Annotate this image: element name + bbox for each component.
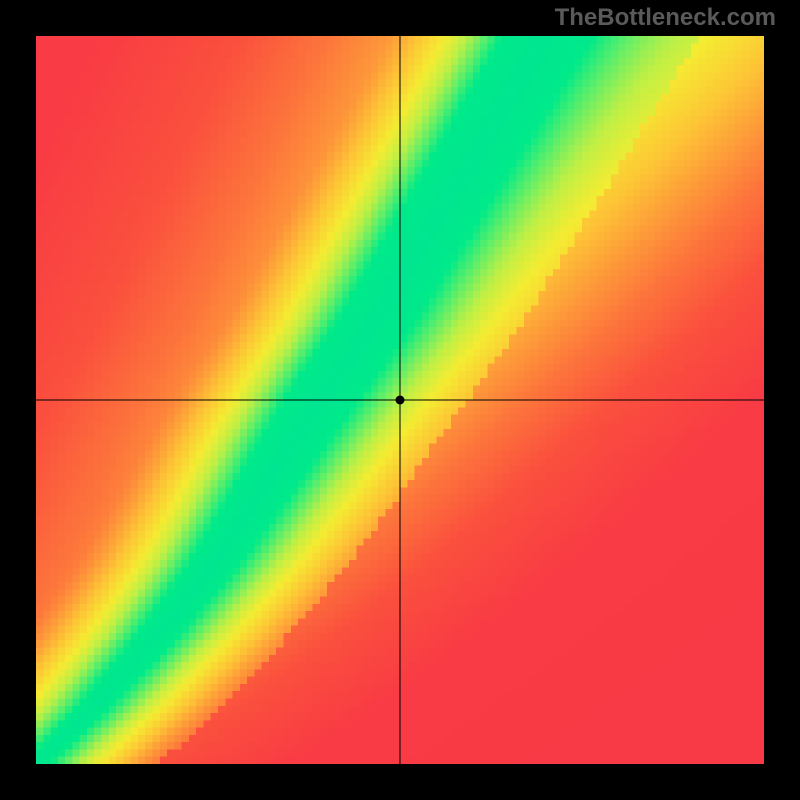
bottleneck-heatmap xyxy=(36,36,764,764)
watermark-text: TheBottleneck.com xyxy=(555,4,776,32)
chart-root: TheBottleneck.com xyxy=(0,0,800,800)
